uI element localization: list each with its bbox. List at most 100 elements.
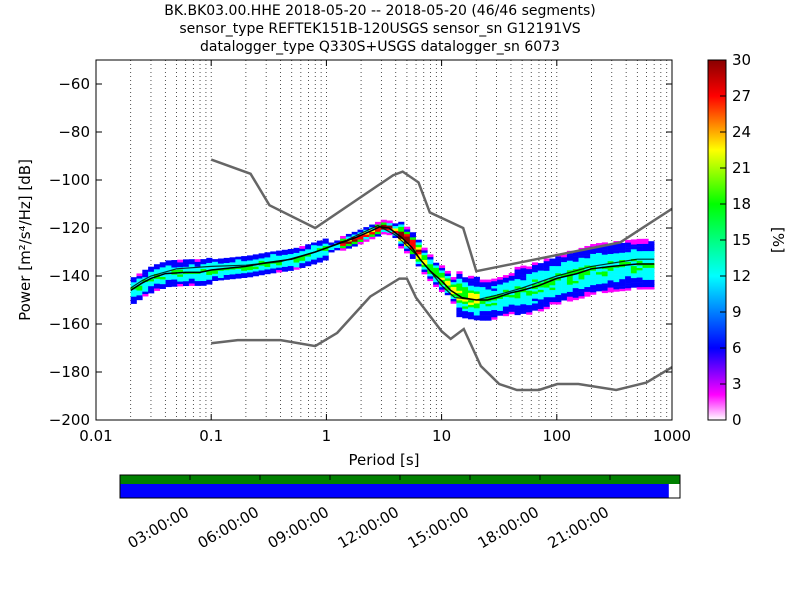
heatmap-cell <box>636 241 643 244</box>
heatmap-cell <box>508 285 515 288</box>
heatmap-cell <box>159 267 166 270</box>
heatmap-cell <box>630 275 638 279</box>
heatmap-cell <box>520 270 527 274</box>
heatmap-cell <box>607 248 614 252</box>
heatmap-cell <box>595 259 603 263</box>
heatmap-cell <box>136 290 143 293</box>
heatmap-cell <box>555 282 562 286</box>
heatmap-cell <box>561 254 568 258</box>
heatmap-cell <box>165 277 172 280</box>
heatmap-cell <box>537 308 544 312</box>
heatmap-cell <box>357 241 364 245</box>
heatmap-cell <box>264 257 271 260</box>
heatmap-cell <box>590 270 597 274</box>
heatmap-cell <box>508 273 515 276</box>
heatmap-cell <box>566 286 574 290</box>
heatmap-cell <box>555 297 562 300</box>
heatmap-cell <box>345 241 353 244</box>
heatmap-cell <box>276 265 283 268</box>
heatmap-cell <box>479 310 486 314</box>
heatmap-cell <box>153 266 161 270</box>
heatmap-cell <box>217 260 225 264</box>
heatmap-cell <box>421 250 428 253</box>
heatmap-cell <box>177 262 184 265</box>
heatmap-cell <box>415 261 422 265</box>
heatmap-cell <box>171 281 178 285</box>
heatmap-cell <box>334 247 341 251</box>
heatmap-cell <box>630 241 638 245</box>
heatmap-cell <box>578 274 585 278</box>
heatmap-cell <box>212 273 219 277</box>
heatmap-cell <box>415 254 422 257</box>
heatmap-cell <box>316 250 323 253</box>
heatmap-cell <box>270 256 277 259</box>
heatmap-cell <box>322 243 329 247</box>
heatmap-cell <box>595 250 603 253</box>
heatmap-cell <box>514 305 521 308</box>
heatmap-cell <box>619 274 626 277</box>
heatmap-cell <box>241 275 248 278</box>
heatmap-cell <box>206 260 213 263</box>
heatmap-cell <box>619 288 626 292</box>
heatmap-cell <box>183 273 190 277</box>
heatmap-cell <box>369 231 376 235</box>
plot-background <box>96 60 672 420</box>
heatmap-cell <box>630 273 638 276</box>
heatmap-cell <box>427 278 434 282</box>
heatmap-cell <box>508 282 515 286</box>
heatmap-cell <box>520 299 527 302</box>
heatmap-cell <box>590 248 597 252</box>
heatmap-cell <box>648 272 655 276</box>
heatmap-cell <box>316 252 323 256</box>
heatmap-cell <box>142 274 149 278</box>
heatmap-cell <box>532 283 539 287</box>
heatmap-cell <box>537 299 544 302</box>
heatmap-cell <box>281 256 289 260</box>
heatmap-cell <box>613 245 620 249</box>
heatmap-cell <box>427 266 434 270</box>
heatmap-cell <box>212 275 219 279</box>
heatmap-cell <box>270 253 277 257</box>
heatmap-cell <box>497 286 504 290</box>
heatmap-cell <box>648 243 655 247</box>
heatmap-cell <box>456 314 463 318</box>
heatmap-cell <box>572 273 579 277</box>
heatmap-cell <box>578 250 585 254</box>
heatmap-cell <box>293 250 300 253</box>
heatmap-cell <box>148 273 155 277</box>
heatmap-cell <box>566 282 574 285</box>
heatmap-cell <box>247 272 254 275</box>
heatmap-cell <box>601 268 608 272</box>
heatmap-cell <box>433 279 440 283</box>
heatmap-cell <box>345 236 353 240</box>
heatmap-cell <box>561 271 568 275</box>
heatmap-cell <box>625 239 632 243</box>
heatmap-cell <box>310 244 318 248</box>
heatmap-cell <box>514 266 521 270</box>
heatmap-cell <box>223 272 230 275</box>
heatmap-cell <box>497 303 504 307</box>
heatmap-cell <box>276 250 283 254</box>
heatmap-cell <box>345 243 353 247</box>
heatmap-cell <box>625 273 632 277</box>
timeline-tick-label: 06:00:00 <box>195 503 262 552</box>
heatmap-cell <box>485 315 492 319</box>
heatmap-cell <box>636 272 643 276</box>
heatmap-cell <box>305 256 312 259</box>
heatmap-cell <box>572 275 579 279</box>
heatmap-cell <box>316 243 323 246</box>
heatmap-cell <box>630 270 638 274</box>
heatmap-cell <box>630 265 638 269</box>
heatmap-cell <box>578 264 585 268</box>
heatmap-cell <box>468 314 475 317</box>
heatmap-cell <box>630 251 638 255</box>
heatmap-cell <box>584 286 591 290</box>
heatmap-cell <box>217 272 225 276</box>
heatmap-cell <box>183 261 190 265</box>
heatmap-cell <box>415 263 422 267</box>
heatmap-cell <box>479 284 486 288</box>
heatmap-cell <box>293 264 300 268</box>
heatmap-cell <box>630 261 638 264</box>
heatmap-cell <box>258 258 265 261</box>
heatmap-cell <box>468 285 475 289</box>
